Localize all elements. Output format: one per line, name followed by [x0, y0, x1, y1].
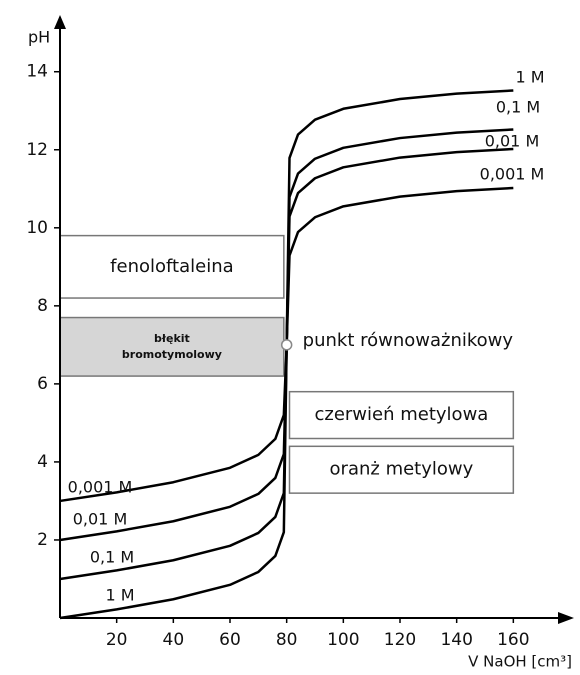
x-tick-label: 60 — [219, 630, 241, 650]
x-tick-label: 140 — [440, 630, 472, 650]
indicator-label: oranż metylowy — [330, 459, 474, 480]
y-tick-label: 12 — [26, 140, 48, 160]
indicator-label: fenoloftaleina — [110, 256, 233, 277]
x-tick-label: 80 — [276, 630, 298, 650]
indicator-label: bromotymolowy — [122, 348, 222, 361]
equivalence-label: punkt równoważnikowy — [303, 330, 514, 351]
curve-label: 1 M — [515, 68, 544, 87]
y-tick-label: 14 — [26, 62, 48, 82]
y-axis-arrow — [54, 15, 66, 29]
curve-label: 0,001 M — [68, 478, 133, 497]
x-axis-label: V NaOH [cm³] — [468, 653, 572, 671]
y-tick-label: 4 — [37, 452, 48, 472]
curve-label: 0,1 M — [496, 98, 540, 117]
indicator-box — [59, 234, 285, 299]
curve-label: 0,1 M — [90, 548, 134, 567]
x-tick-label: 160 — [497, 630, 529, 650]
curve-label: 1 M — [105, 586, 134, 605]
indicator-box — [288, 445, 515, 494]
y-axis-label: pH — [28, 28, 50, 47]
indicator-label: błękit — [154, 332, 190, 345]
indicator-box — [288, 390, 515, 440]
x-tick-label: 120 — [384, 630, 416, 650]
curve-label: 0,001 M — [480, 165, 545, 184]
equivalence-point — [280, 339, 293, 351]
indicator-label: czerwień metylowa — [314, 404, 488, 425]
x-axis-arrow — [558, 612, 574, 624]
y-tick-label: 8 — [37, 296, 48, 316]
x-tick-label: 40 — [163, 630, 185, 650]
indicator-box — [59, 316, 285, 377]
y-tick-label: 2 — [37, 530, 48, 550]
y-tick-label: 6 — [37, 374, 48, 394]
x-tick-label: 20 — [106, 630, 128, 650]
curve-label: 0,01 M — [485, 132, 540, 151]
x-tick-label: 100 — [327, 630, 359, 650]
curve-label: 0,01 M — [73, 510, 128, 529]
y-tick-label: 10 — [26, 218, 48, 238]
